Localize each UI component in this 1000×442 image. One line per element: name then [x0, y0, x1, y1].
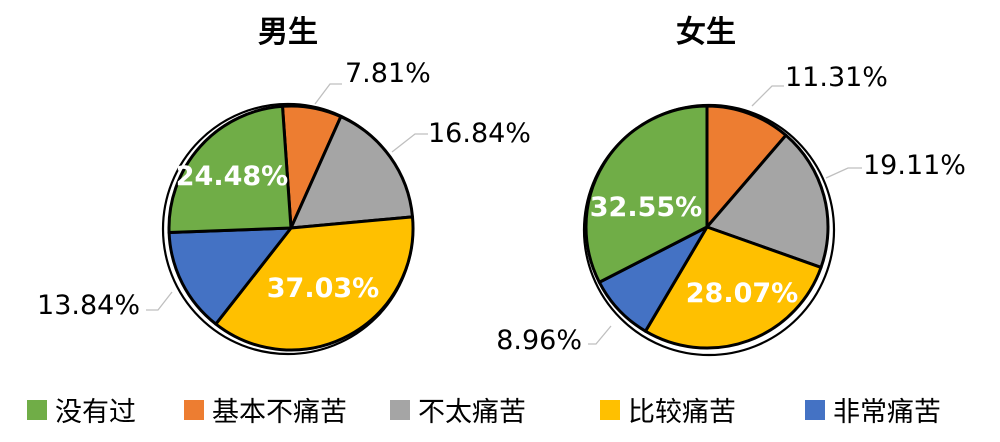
legend-label: 非常痛苦 — [833, 397, 941, 428]
legend-swatch — [27, 400, 47, 420]
data-label: 19.11% — [863, 150, 966, 181]
legend-swatch — [184, 400, 204, 420]
pie-chart-male: 男生 7.81% 16.84% 37.03% 13.84% 24.48% — [37, 15, 531, 356]
leader-line-male-4 — [146, 291, 173, 311]
pie-slice — [705, 104, 788, 229]
legend-label: 没有过 — [55, 397, 136, 428]
data-label: 13.84% — [37, 290, 140, 321]
legend-item-not-very-painful: 不太痛苦 — [390, 397, 526, 428]
pie-slice — [167, 226, 293, 326]
pie-slice — [289, 115, 414, 230]
legend-label: 基本不痛苦 — [212, 397, 347, 428]
data-label: 8.96% — [496, 325, 582, 356]
data-label: 24.48% — [176, 161, 288, 192]
legend-item-none: 没有过 — [27, 397, 136, 428]
legend-item-very-painful: 非常痛苦 — [805, 397, 941, 428]
legend-label: 比较痛苦 — [628, 397, 736, 428]
leader-line-male-1 — [314, 83, 342, 105]
data-label: 37.03% — [267, 273, 379, 304]
pie-slice — [584, 104, 709, 284]
leader-line-male-2 — [391, 133, 428, 153]
leader-line-female-1 — [751, 85, 784, 107]
data-label: 7.81% — [345, 58, 431, 89]
leader-line-female-2 — [825, 167, 862, 179]
legend-swatch — [805, 400, 825, 420]
pie-slice — [214, 215, 415, 352]
legend: 没有过 基本不痛苦 不太痛苦 比较痛苦 非常痛苦 — [27, 397, 941, 428]
chart-title-female: 女生 — [676, 15, 736, 50]
data-label: 32.55% — [590, 192, 702, 223]
data-label: 11.31% — [785, 62, 888, 93]
chart-title-male: 男生 — [258, 15, 318, 50]
pie-slice — [705, 133, 830, 269]
leader-line-female-4 — [588, 325, 612, 345]
legend-swatch — [600, 400, 620, 420]
pie-chart-female: 女生 11.31% 19.11% 28.07% 8.96% 32.55% — [496, 15, 966, 357]
legend-item-fairly-painful: 比较痛苦 — [600, 397, 736, 428]
legend-swatch — [390, 400, 410, 420]
pie-slice — [167, 104, 293, 235]
data-label: 28.07% — [686, 278, 798, 309]
legend-item-basically-not-painful: 基本不痛苦 — [184, 397, 347, 428]
legend-label: 不太痛苦 — [418, 397, 526, 428]
data-label: 16.84% — [428, 118, 531, 149]
